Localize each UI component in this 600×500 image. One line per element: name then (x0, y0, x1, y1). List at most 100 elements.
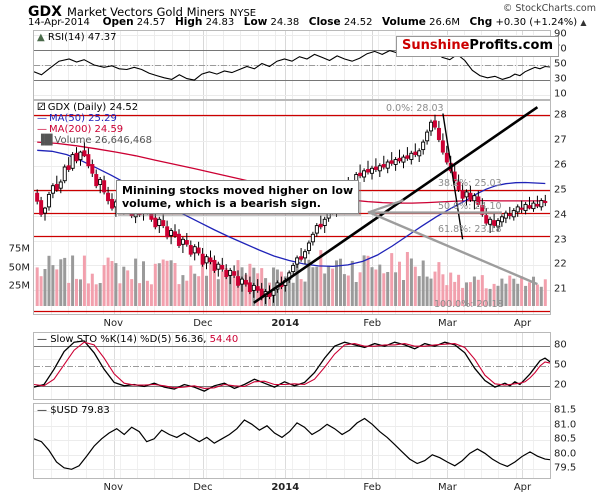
sto-y-axis: 80 50 20 (554, 332, 600, 400)
sto-sep: , (203, 334, 207, 345)
usd-legend: — $USD 79.83 (37, 405, 110, 416)
price-plot (34, 101, 550, 314)
sto-legend: — Slow STO %K(14) %D(5) 56.36, 54.40 (37, 334, 238, 345)
watermark-black-text: Profits.com (469, 38, 553, 53)
sto-plot (34, 333, 550, 399)
price-legend-row: — MA(200) 24.59 (37, 124, 152, 135)
usd-y-tick: 80.5 (554, 433, 577, 445)
rsi-y-tick: 10 (554, 88, 567, 100)
x-axis-tick: Nov (103, 482, 124, 493)
usd-panel: — $USD 79.83 (33, 403, 551, 479)
rsi-y-tick: 30 (554, 73, 567, 85)
open-value: 24.57 (136, 17, 166, 28)
usd-plot (34, 404, 550, 478)
x-axis-tick: Feb (363, 318, 382, 329)
usd-legend-row: — $USD 79.83 (37, 405, 110, 416)
x-axis-tick: Mar (437, 318, 457, 329)
usd-y-axis: 81.5 81.0 80.5 80.0 79.5 (554, 403, 600, 479)
volume-y-tick: 25M (8, 280, 30, 292)
usd-label: $USD (50, 405, 78, 416)
watermark-sunshine-profits: SunshineProfits.com (396, 36, 559, 57)
watermark-red-text: Sunshine (402, 38, 470, 53)
low-label: Low (243, 16, 268, 28)
line-icon: — (37, 113, 47, 124)
price-svg (34, 101, 550, 314)
up-arrow-icon: ▲ (580, 18, 587, 27)
fib-level-label: 0.0%: 28.03 (386, 103, 444, 115)
fib-level-label: 50.0%: 24.10 (438, 201, 502, 213)
price-y-tick: 21 (554, 283, 567, 295)
chg-value: +0.30 (+1.24%) (495, 17, 578, 28)
line-icon: — (37, 405, 47, 416)
ticker-symbol: GDX (28, 4, 62, 20)
annotation-callout: Minining stocks moved higher on low volu… (116, 180, 360, 214)
chg-label: Chg (469, 16, 493, 28)
slow-sto-panel: — Slow STO %K(14) %D(5) 56.36, 54.40 (33, 332, 551, 400)
rsi-legend-row: ▲ RSI(14) 47.37 (37, 32, 117, 43)
price-y-tick: 23 (554, 234, 567, 245)
sto-k-value: 56.36 (174, 334, 204, 345)
usd-y-tick: 81.5 (554, 404, 577, 416)
price-y-tick: 24 (554, 209, 567, 221)
usd-y-tick: 81.0 (554, 419, 577, 431)
stockcharts-credit: © StockCharts.com (502, 3, 596, 14)
sto-label: Slow STO %K(14) %D(5) (50, 334, 172, 345)
rsi-legend: ▲ RSI(14) 47.37 (37, 32, 117, 43)
bars-icon: ▐█ (37, 135, 53, 146)
rsi-y-tick: 50 (554, 58, 567, 70)
rsi-label: RSI(14) (47, 32, 85, 43)
x-axis-middle: Nov Dec 2014 Feb Mar Apr (33, 317, 551, 331)
price-y-tick: 27 (554, 134, 567, 146)
price-panel: ⚂ GDX (Daily) 24.52— MA(50) 25.29— MA(200) … (33, 100, 551, 315)
sto-y-tick: 80 (554, 339, 567, 351)
fib-level-label: 100.0%: 20.18 (434, 298, 504, 310)
rsi-value: 47.37 (87, 32, 117, 43)
price-legend-row: — MA(50) 25.29 (37, 113, 152, 124)
usd-y-tick: 80.0 (554, 448, 577, 460)
quote-date: 14-Apr-2014 (28, 17, 90, 28)
x-axis-tick: Feb (363, 482, 382, 493)
volume-label: Volume (382, 16, 426, 28)
volume-y-axis: 75M 50M 25M (0, 100, 32, 315)
price-y-axis: 28 27 26 25 24 23 22 21 (554, 100, 600, 315)
high-value: 24.83 (205, 17, 235, 28)
rsi-icon: ▲ (37, 32, 45, 43)
sto-y-tick: 50 (554, 359, 567, 371)
usd-y-tick: 79.5 (554, 462, 577, 474)
rsi-y-tick: 90 (554, 28, 567, 40)
chart-title-line: GDX Market Vectors Gold Miners NYSE (28, 1, 256, 20)
price-y-tick: 22 (554, 258, 567, 270)
chart-header: GDX Market Vectors Gold Miners NYSE © St… (0, 0, 600, 28)
usd-value: 79.83 (81, 405, 110, 416)
high-label: High (174, 16, 203, 28)
x-axis-tick: Dec (193, 318, 213, 329)
candles-icon: ⚂ (37, 102, 46, 113)
x-axis-tick: Apr (513, 318, 532, 329)
price-legend-text: GDX (Daily) 24.52 (47, 102, 139, 113)
quote-line: 14-Apr-2014 Open 24.57 High 24.83 Low 24… (28, 16, 587, 28)
close-label: Close (308, 16, 341, 28)
volume-value: 26.6M (429, 17, 460, 28)
x-axis-tick: 2014 (271, 482, 300, 493)
sto-legend-row: — Slow STO %K(14) %D(5) 56.36, 54.40 (37, 334, 238, 345)
price-y-tick: 28 (554, 109, 567, 121)
company-name: Market Vectors Gold Miners (67, 5, 225, 19)
annotation-line-1: Minining stocks moved higher on low (122, 184, 354, 197)
usd-svg (34, 404, 550, 478)
x-axis-tick: Apr (513, 482, 532, 493)
rsi-y-axis: 90 70 50 30 10 (554, 28, 600, 100)
exchange-label: NYSE (229, 8, 257, 19)
x-axis-bottom: Nov Dec 2014 Feb Mar Apr (33, 481, 551, 495)
fib-level-label: 38.2%: 25.03 (438, 177, 502, 189)
sto-svg (34, 333, 550, 399)
x-axis-tick: Nov (103, 318, 124, 329)
price-legend: ⚂ GDX (Daily) 24.52— MA(50) 25.29— MA(200) … (37, 102, 152, 146)
sto-d-value: 54.40 (209, 334, 239, 345)
rsi-y-tick: 70 (554, 43, 567, 55)
close-value: 24.52 (343, 17, 373, 28)
volume-y-tick: 75M (8, 243, 30, 255)
annotation-line-2: volume, which is a bearish sign. (122, 197, 321, 210)
price-legend-row: ⚂ GDX (Daily) 24.52 (37, 102, 152, 113)
price-legend-text: Volume 26,646,468 (54, 135, 153, 146)
